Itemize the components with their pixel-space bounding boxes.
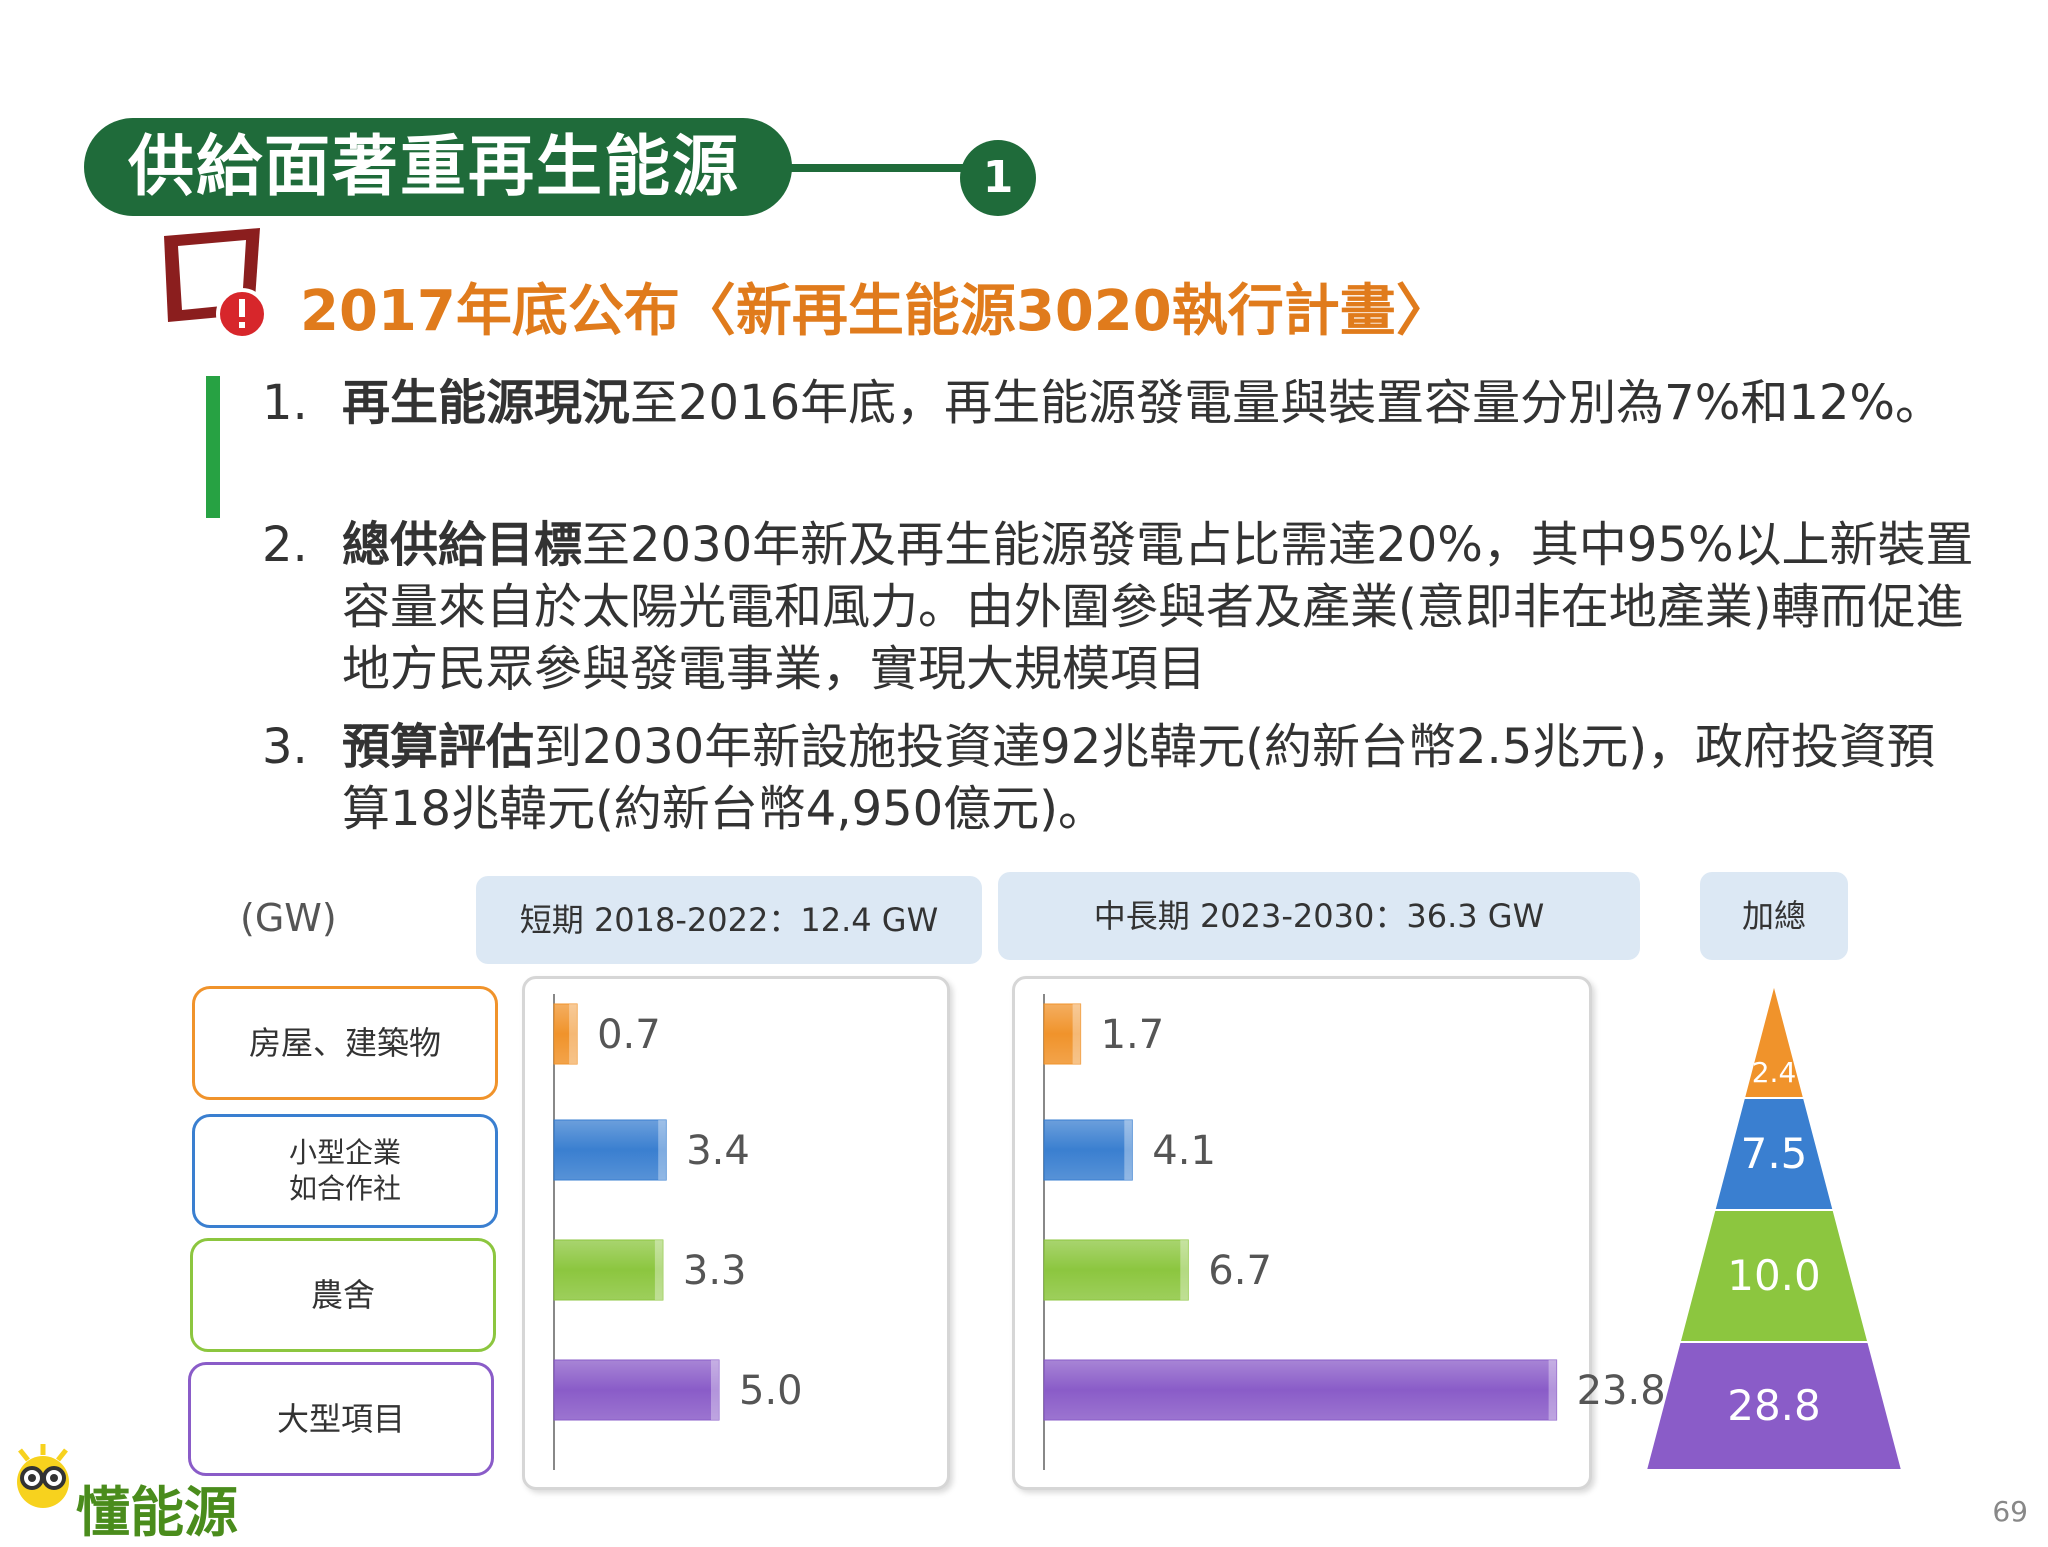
bar-value-label: 3.4 — [686, 1128, 750, 1174]
bar-value-label: 23.8 — [1577, 1368, 1666, 1414]
list-item-text: 至2016年底，再生能源發電量與裝置容量分別為7%和12%。 — [630, 375, 1944, 431]
list-item-number: 2. — [262, 517, 308, 573]
bar-highlight — [1124, 1120, 1133, 1180]
category-box-buildings: 房屋、建築物 — [192, 986, 498, 1100]
section-number-badge: 1 — [960, 140, 1036, 216]
pyramid-segment — [1644, 1341, 1904, 1471]
list-item-number: 1. — [262, 375, 308, 431]
category-label: 小型企業 如合作社 — [288, 1136, 401, 1205]
bar — [553, 1239, 664, 1301]
bar — [1043, 1239, 1189, 1301]
list-item-heading: 總供給目標 — [342, 517, 583, 573]
bar-highlight — [654, 1240, 663, 1300]
category-label: 大型項目 — [276, 1400, 405, 1438]
category-label: 農舍 — [310, 1276, 375, 1314]
pyramid-value-label: 28.8 — [1727, 1381, 1821, 1430]
accent-bar — [206, 376, 220, 518]
subtitle: 2017年底公布〈新再生能源3020執行計畫〉 — [300, 279, 1452, 344]
page-title: 供給面著重再生能源 — [128, 128, 740, 205]
sun-mascot-icon — [17, 1444, 69, 1508]
bar-value-label: 5.0 — [739, 1368, 803, 1414]
alert-note-icon — [164, 228, 268, 340]
page-number: 69 — [1992, 1495, 2028, 1528]
bar-value-label: 0.7 — [597, 1012, 661, 1058]
bar — [553, 1003, 578, 1065]
bar — [1043, 1003, 1082, 1065]
bar-value-label: 4.1 — [1152, 1128, 1216, 1174]
list-item-heading: 預算評估 — [342, 719, 535, 775]
category-box-large-projects: 大型項目 — [188, 1362, 494, 1476]
list-item-heading: 再生能源現況 — [342, 375, 631, 431]
bar — [1043, 1359, 1558, 1421]
pyramid-value-label: 10.0 — [1727, 1251, 1821, 1300]
bar-value-label: 6.7 — [1208, 1248, 1272, 1294]
logo-text: 懂能源 — [76, 1481, 238, 1544]
bar-highlight — [658, 1120, 667, 1180]
bar-highlight — [1072, 1004, 1081, 1064]
bar-highlight — [1180, 1240, 1189, 1300]
total-header: 加總 — [1700, 872, 1848, 960]
category-box-small-business: 小型企業 如合作社 — [192, 1114, 498, 1228]
list-item-text: 至2030年新及再生能源發電占比需達20%，其中95%以上新裝置容量來自於太陽光… — [342, 517, 1974, 697]
bar-value-label: 1.7 — [1101, 1012, 1165, 1058]
pyramid-value-label: 2.4 — [1752, 1056, 1797, 1089]
bar — [553, 1359, 720, 1421]
category-label: 房屋、建築物 — [248, 1024, 441, 1062]
bar-value-label: 3.3 — [683, 1248, 747, 1294]
title-pill — [84, 118, 792, 216]
chart-unit-label: (GW) — [240, 896, 337, 940]
list-item-text: 到2030年新設施投資達92兆韓元(約新台幣2.5兆元)，政府投資預算18兆韓元… — [342, 719, 1936, 837]
bar — [553, 1119, 667, 1181]
long-term-header: 中長期 2023-2030：36.3 GW — [998, 872, 1640, 960]
pyramid-value-label: 7.5 — [1741, 1129, 1808, 1178]
list-item-number: 3. — [262, 719, 308, 775]
category-box-farmhouse: 農舍 — [190, 1238, 496, 1352]
bar-highlight — [1548, 1360, 1557, 1420]
short-term-header: 短期 2018-2022：12.4 GW — [476, 876, 982, 964]
bar-highlight — [711, 1360, 719, 1420]
bar-highlight — [569, 1004, 578, 1064]
title-connector-line — [780, 164, 980, 172]
bar — [1043, 1119, 1133, 1181]
